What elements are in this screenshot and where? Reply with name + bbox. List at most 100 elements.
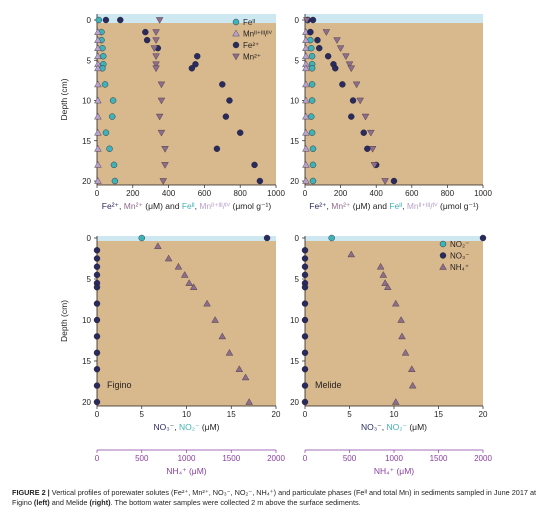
data-point-Fe2: [316, 44, 323, 52]
x-axis-title-part: ,: [382, 422, 387, 432]
x-tick-label: 15: [434, 410, 443, 419]
data-point-NH4: [218, 332, 227, 340]
data-point-FeII: [308, 53, 316, 60]
y-tick-label: 0: [87, 234, 92, 243]
x2-tick-label: 1500: [430, 454, 448, 463]
x-tick-label: 10: [182, 410, 191, 419]
data-point-NH4: [211, 316, 219, 323]
data-point-Mn2: [161, 162, 169, 169]
data-point-NO3: [301, 366, 309, 373]
data-point-NH4: [235, 365, 244, 372]
data-point-MnIII: [302, 128, 310, 136]
data-point-NO3: [93, 333, 101, 340]
caption-text-1: Vertical profiles of porewater solutes (…: [12, 488, 537, 507]
data-point-MnIII: [94, 80, 102, 88]
legend-label-NO3: NO₃⁻: [450, 252, 469, 261]
data-point-NH4: [185, 279, 193, 286]
y-tick-label: 15: [290, 137, 299, 146]
x-axis-title: Fe²⁺, Mn²⁺ (μM) and Feᴵᴵ, Mnᴵᴵ⁺ᴵᴵᴵ/ᴵⱽ (μ…: [309, 201, 479, 211]
sediment-layer: [97, 23, 276, 185]
x-axis-title-part: NO₂⁻: [386, 422, 407, 432]
data-point-Mn2: [155, 17, 164, 24]
data-point-Fe2: [251, 161, 258, 169]
x-tick-label: 1000: [474, 189, 492, 198]
data-point-FeII: [110, 161, 118, 169]
caption-text-3: . The bottom water samples were collecte…: [110, 498, 361, 507]
x2-axis-title: NH₄⁺ (μM): [166, 466, 206, 476]
caption-text-2: and Melide: [49, 498, 90, 507]
y-tick-label: 0: [295, 234, 300, 243]
data-point-Fe2: [309, 16, 317, 24]
legend-marker-MnIII: [232, 29, 240, 37]
data-point-NH4: [245, 398, 253, 405]
data-point-Mn2: [155, 113, 164, 121]
data-point-FeII: [111, 177, 119, 185]
data-point-MnIII: [302, 144, 310, 152]
data-point-Fe2: [226, 97, 233, 104]
data-point-Fe2: [219, 81, 226, 88]
data-point-NO3: [301, 247, 309, 254]
data-point-NH4: [408, 365, 416, 372]
legend-marker-FeII: [232, 18, 240, 26]
data-point-Fe2: [332, 65, 339, 72]
data-point-Mn2: [161, 146, 169, 153]
data-point-FeII: [309, 145, 317, 153]
x-axis-title-part: ,: [327, 201, 332, 211]
x-tick-label: 10: [390, 410, 399, 419]
data-point-Mn2: [333, 37, 341, 44]
data-point-NO3: [301, 255, 309, 262]
data-point-NO3: [301, 333, 309, 340]
y-tick-label: 20: [290, 398, 299, 407]
x-tick-label: 600: [405, 189, 419, 198]
caption-label: FIGURE 2 |: [12, 488, 50, 497]
data-point-NO3: [301, 316, 309, 324]
data-point-NH4: [401, 348, 410, 356]
data-point-NO3: [301, 382, 309, 389]
data-point-NO3: [93, 255, 101, 262]
data-point-Fe2: [256, 177, 264, 185]
data-point-NH4: [347, 250, 356, 258]
x2-tick-label: 500: [343, 454, 357, 463]
data-point-NH4: [381, 279, 389, 286]
data-point-MnIII: [302, 177, 310, 184]
data-point-Mn2: [152, 37, 160, 44]
data-point-Fe2: [390, 177, 398, 185]
data-point-NO3: [301, 398, 309, 406]
water-layer: [305, 14, 483, 23]
data-point-NH4: [174, 262, 183, 270]
data-point-Mn2: [352, 81, 361, 89]
data-point-FeII: [95, 16, 102, 24]
data-point-Mn2: [150, 45, 159, 52]
legend-marker-Fe2: [232, 41, 240, 49]
x-axis-title: NO₃⁻, NO₂⁻ (μM): [361, 422, 427, 432]
y-tick-label: 20: [82, 177, 91, 186]
data-point-MnIII: [94, 28, 102, 35]
data-point-Mn2: [152, 53, 160, 61]
data-point-NO3: [93, 300, 101, 307]
x-tick-label: 0: [95, 410, 100, 419]
data-point-NO3: [301, 349, 309, 356]
data-point-NO3: [93, 382, 101, 389]
data-point-FeII: [308, 97, 316, 104]
data-point-MnIII: [94, 112, 102, 120]
data-point-Fe2: [142, 28, 149, 36]
y-tick-label: 15: [290, 357, 299, 366]
data-point-Mn2: [356, 97, 364, 105]
data-point-MnIII: [94, 128, 102, 136]
x-tick-label: 200: [126, 189, 140, 198]
y-tick-label: 10: [82, 97, 91, 106]
panel-bottom-left: 0 5 10 15 20 0 5 10 15 20 Depth (cm) NO₃⁻, NO₂⁻ (μM…: [59, 234, 285, 476]
x2-tick-label: 2000: [267, 454, 285, 463]
data-point-Mn2: [381, 178, 389, 185]
data-point-NH4: [397, 316, 405, 323]
y-tick-label: 10: [290, 97, 299, 106]
legend-label-NO2: NO₂⁻: [450, 240, 469, 249]
x2-tick-label: 500: [135, 454, 149, 463]
data-point-NO3: [93, 263, 101, 270]
y-tick-label: 5: [87, 275, 92, 284]
data-point-NH4: [379, 271, 388, 278]
x-tick-label: 800: [441, 189, 455, 198]
data-point-Fe2: [213, 145, 221, 153]
data-point-Fe2: [143, 36, 151, 44]
